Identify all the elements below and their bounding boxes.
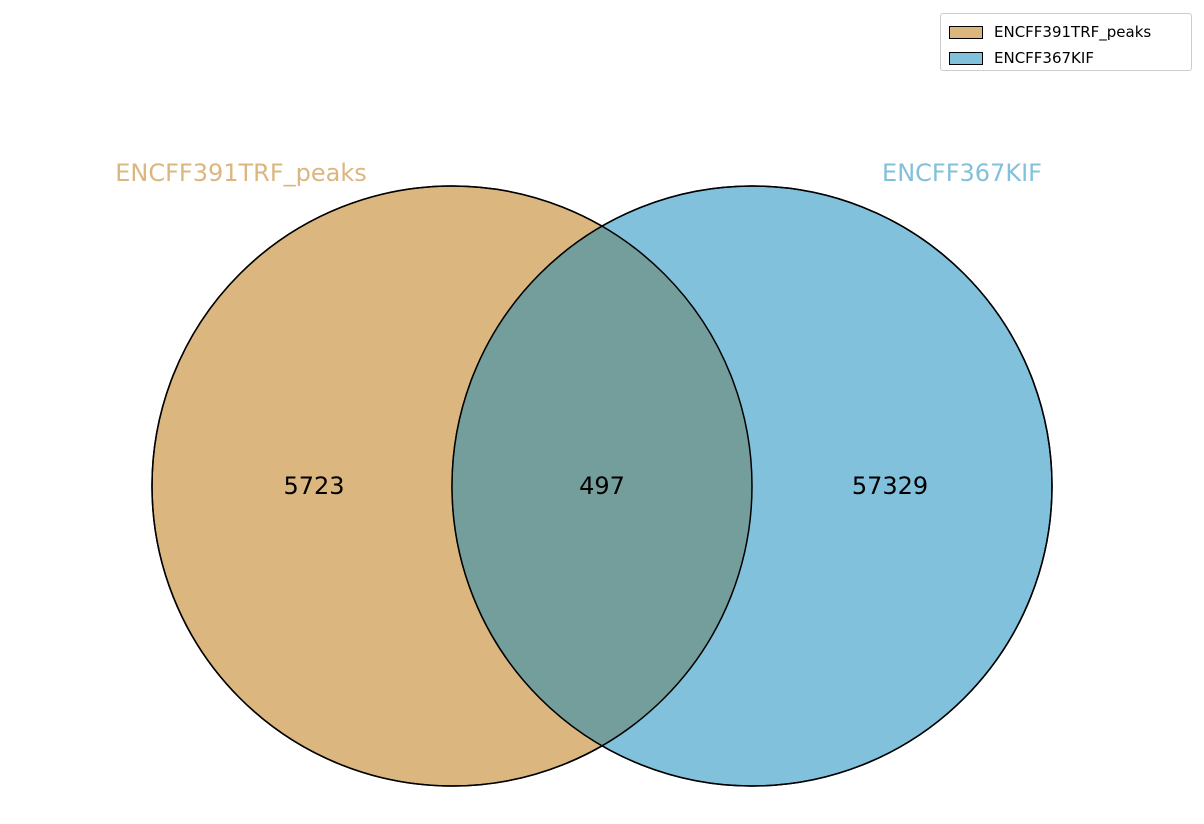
legend-label-a: ENCFF391TRF_peaks <box>994 23 1152 41</box>
legend-entry-b: ENCFF367KIF <box>949 48 1094 68</box>
intersection-count: 497 <box>579 472 625 500</box>
legend: ENCFF391TRF_peaks ENCFF367KIF <box>940 13 1192 71</box>
legend-swatch-a <box>949 25 983 39</box>
legend-swatch-b <box>949 51 983 65</box>
set-b-outline <box>451 185 1053 787</box>
set-a-label: ENCFF391TRF_peaks <box>115 159 367 187</box>
intersection-region <box>452 186 752 786</box>
set-a-outline <box>151 185 753 787</box>
set-a-only-count: 5723 <box>283 472 344 500</box>
set-b-only-count: 57329 <box>852 472 928 500</box>
legend-label-b: ENCFF367KIF <box>994 49 1094 67</box>
set-b-label: ENCFF367KIF <box>882 159 1042 187</box>
legend-entry-a: ENCFF391TRF_peaks <box>949 22 1151 42</box>
